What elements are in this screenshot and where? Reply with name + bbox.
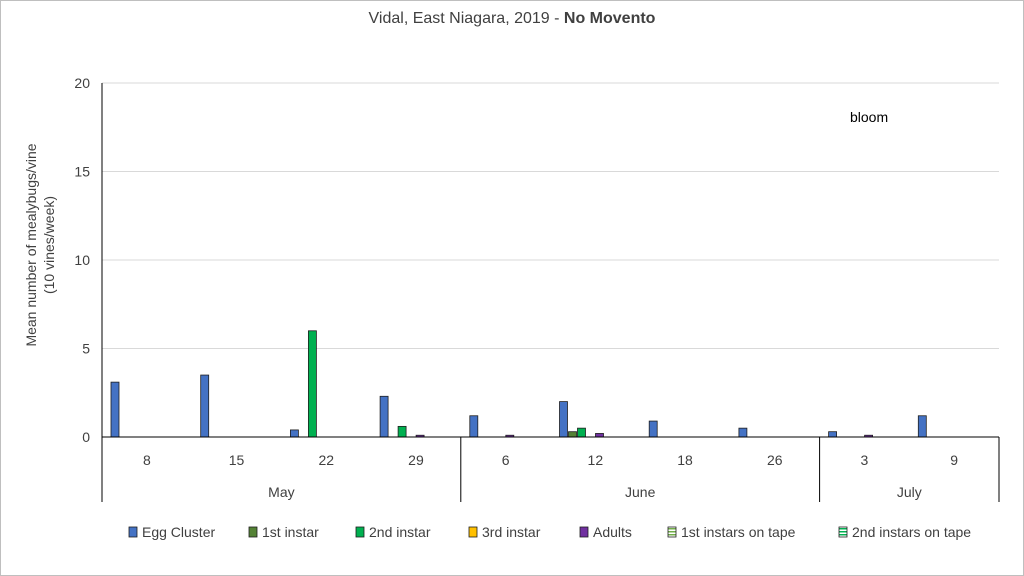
x-tick-label: 18 xyxy=(677,452,693,468)
bar-2nd-instar xyxy=(577,427,586,438)
bar-egg-cluster xyxy=(289,429,299,438)
bar-2nd-instar xyxy=(307,330,317,438)
bar-egg-cluster xyxy=(110,381,120,438)
bar-egg-cluster xyxy=(379,395,389,438)
legend-swatch xyxy=(667,526,677,538)
legend-item: 1st instars on tape xyxy=(667,524,796,540)
legend-item: Egg Cluster xyxy=(128,524,215,540)
chart-title-bold: No Movento xyxy=(563,10,656,27)
legend-label: 2nd instar xyxy=(369,524,431,540)
legend-label: 1st instars on tape xyxy=(681,524,796,540)
legend-swatch xyxy=(468,526,478,538)
x-tick-label: 8 xyxy=(143,452,151,468)
legend-label: 2nd instars on tape xyxy=(852,524,971,540)
x-tick-label: 6 xyxy=(502,452,510,468)
gridlines xyxy=(101,82,999,502)
x-tick-label: 26 xyxy=(767,452,783,468)
bloom-annotation: bloom xyxy=(850,109,888,125)
legend-swatch xyxy=(128,526,138,538)
bar-egg-cluster xyxy=(648,420,658,438)
x-tick-label: 15 xyxy=(229,452,245,468)
y-tick-label: 15 xyxy=(74,164,90,180)
x-tick-label: 9 xyxy=(950,452,958,468)
y-axis-label-sub: (10 vines/week) xyxy=(41,196,57,294)
month-label: July xyxy=(897,484,922,500)
chart-title-main: Vidal, East Niagara, 2019 - xyxy=(368,10,564,27)
y-tick-label: 5 xyxy=(82,341,90,357)
x-tick-label: 3 xyxy=(861,452,869,468)
y-tick-label: 20 xyxy=(74,75,90,91)
bar-egg-cluster xyxy=(828,431,837,438)
bar-egg-cluster xyxy=(200,374,210,438)
legend-swatch xyxy=(579,526,589,538)
legend-label: Egg Cluster xyxy=(142,524,215,540)
month-label: June xyxy=(625,484,656,500)
x-axis: 8 15 22 29 6 12 18 26 3 9 May June July xyxy=(101,436,1000,502)
bar-egg-cluster xyxy=(559,401,568,438)
legend-item: 1st instar xyxy=(248,524,319,540)
x-tick-label: 29 xyxy=(408,452,424,468)
bar-marks xyxy=(110,330,927,438)
legend-swatch xyxy=(355,526,365,538)
chart-title: Vidal, East Niagara, 2019 - No Movento xyxy=(0,10,1024,28)
legend-swatch xyxy=(838,526,848,538)
y-axis-label-line2: (10 vines/week) xyxy=(41,196,57,294)
legend-swatch xyxy=(248,526,258,538)
y-axis-ticks: 0 5 10 15 20 xyxy=(74,75,90,445)
bar-adults xyxy=(595,433,604,438)
y-axis-label-line1: Mean number of mealybugs/vine xyxy=(23,143,39,346)
bar-2nd-instar xyxy=(397,425,407,438)
legend-item: 2nd instars on tape xyxy=(838,524,971,540)
legend-label: Adults xyxy=(593,524,632,540)
bar-egg-cluster xyxy=(469,415,479,438)
legend-item: 2nd instar xyxy=(355,524,431,540)
legend-label: 3rd instar xyxy=(482,524,541,540)
legend-item: 3rd instar xyxy=(468,524,541,540)
x-tick-label: 22 xyxy=(318,452,334,468)
legend-item: Adults xyxy=(579,524,632,540)
x-tick-label: 12 xyxy=(588,452,604,468)
bar-egg-cluster xyxy=(917,415,927,438)
bar-egg-cluster xyxy=(738,427,748,438)
month-label: May xyxy=(268,484,294,500)
legend: Egg Cluster 1st instar 2nd instar 3rd insta… xyxy=(128,524,971,540)
y-tick-label: 10 xyxy=(74,252,90,268)
bar-1st-instar xyxy=(568,431,577,438)
y-tick-label: 0 xyxy=(82,429,90,445)
legend-label: 1st instar xyxy=(262,524,319,540)
y-axis-label: Mean number of mealybugs/vine xyxy=(23,143,39,346)
